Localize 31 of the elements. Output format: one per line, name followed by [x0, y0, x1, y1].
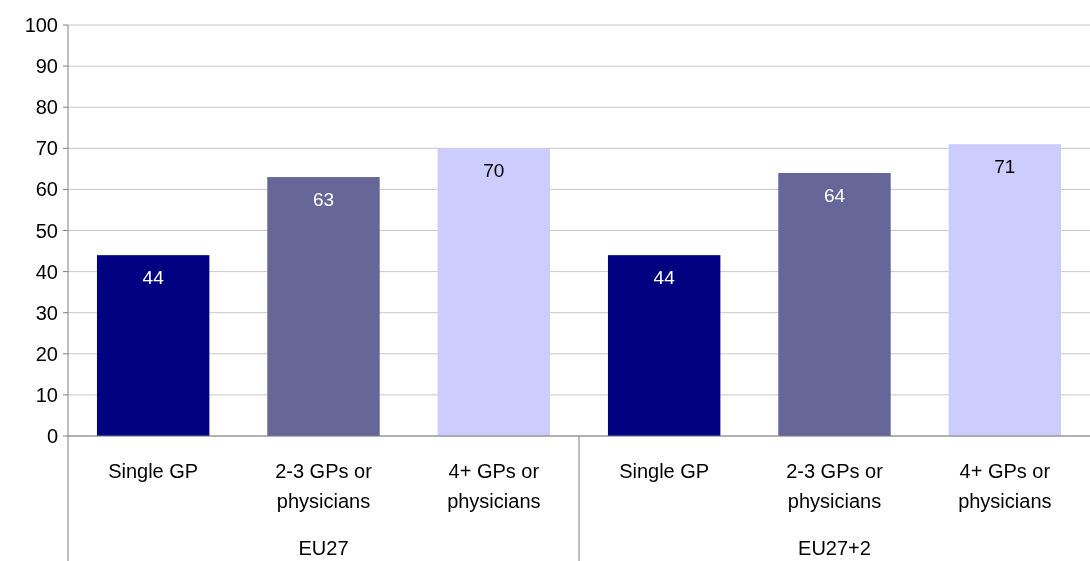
- y-tick-label: 50: [35, 219, 58, 242]
- bar: [267, 177, 380, 436]
- bar: [96, 255, 210, 436]
- y-tick-label: 0: [46, 425, 58, 447]
- data-label: 44: [142, 267, 165, 289]
- bar: [607, 255, 721, 436]
- y-tick-label: 20: [35, 342, 58, 365]
- y-tick-label: 70: [35, 137, 58, 160]
- bar: [437, 148, 551, 436]
- x-tick-label: 4+ GPs or physicians: [447, 460, 541, 512]
- bar: [778, 172, 891, 436]
- text: EU27+2: [798, 537, 871, 559]
- data-label: 71: [994, 156, 1016, 178]
- y-tick-label: 100: [24, 14, 58, 36]
- x-tick-label: 4+ GPs or physicians: [958, 460, 1052, 512]
- x-tick-label: 2-3 GPs or physicians: [275, 460, 373, 512]
- text: EU27: [298, 537, 349, 559]
- y-tick-label: 30: [35, 301, 58, 324]
- y-tick-label: 60: [35, 178, 58, 201]
- y-tick-label: 10: [35, 383, 58, 406]
- bar: [948, 144, 1062, 436]
- x-tick-label: 2-3 GPs or physicians: [786, 460, 884, 512]
- data-label: 63: [312, 189, 335, 211]
- y-tick-label: 90: [35, 55, 58, 78]
- x-tick-label: Single GP: [108, 460, 199, 482]
- x-tick-label: Single GP: [619, 460, 710, 482]
- data-label: 64: [823, 184, 846, 206]
- y-tick-label: 40: [35, 260, 58, 283]
- data-label: 44: [653, 267, 676, 289]
- y-tick-label: 80: [35, 96, 58, 119]
- data-label: 70: [483, 160, 505, 182]
